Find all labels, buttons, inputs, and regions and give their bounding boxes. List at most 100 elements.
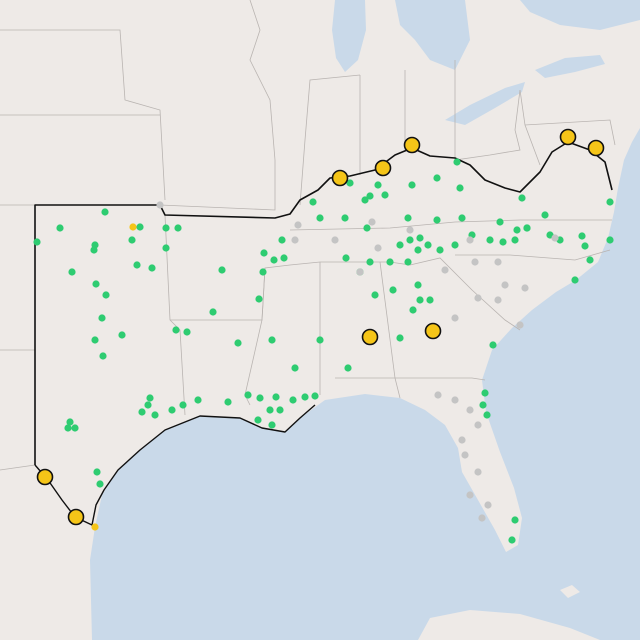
inactive-marker[interactable]	[368, 218, 376, 226]
inactive-marker[interactable]	[466, 406, 474, 414]
highlight-marker[interactable]	[361, 328, 379, 346]
station-marker[interactable]	[99, 352, 107, 360]
station-marker[interactable]	[133, 261, 141, 269]
station-marker[interactable]	[499, 238, 507, 246]
station-marker[interactable]	[234, 339, 242, 347]
station-marker[interactable]	[436, 246, 444, 254]
station-marker[interactable]	[481, 389, 489, 397]
station-marker[interactable]	[374, 181, 382, 189]
inactive-marker[interactable]	[434, 391, 442, 399]
station-marker[interactable]	[33, 238, 41, 246]
station-marker[interactable]	[451, 241, 459, 249]
station-marker[interactable]	[366, 192, 374, 200]
station-marker[interactable]	[386, 258, 394, 266]
station-marker[interactable]	[118, 331, 126, 339]
station-marker[interactable]	[606, 198, 614, 206]
station-marker[interactable]	[56, 224, 64, 232]
station-marker[interactable]	[366, 258, 374, 266]
station-marker[interactable]	[92, 280, 100, 288]
inactive-marker[interactable]	[451, 396, 459, 404]
station-marker[interactable]	[259, 268, 267, 276]
station-marker[interactable]	[209, 308, 217, 316]
station-marker[interactable]	[260, 249, 268, 257]
station-marker[interactable]	[90, 246, 98, 254]
station-marker[interactable]	[244, 391, 252, 399]
station-marker[interactable]	[342, 254, 350, 262]
station-marker[interactable]	[138, 408, 146, 416]
station-marker[interactable]	[101, 208, 109, 216]
inactive-marker[interactable]	[441, 266, 449, 274]
highlight-marker[interactable]	[374, 159, 392, 177]
station-marker[interactable]	[316, 214, 324, 222]
station-marker[interactable]	[404, 258, 412, 266]
inactive-marker[interactable]	[466, 491, 474, 499]
inactive-marker[interactable]	[484, 501, 492, 509]
station-marker[interactable]	[414, 281, 422, 289]
station-marker[interactable]	[194, 396, 202, 404]
station-marker[interactable]	[483, 411, 491, 419]
station-marker[interactable]	[311, 392, 319, 400]
highlight-marker[interactable]	[91, 523, 99, 531]
station-marker[interactable]	[363, 224, 371, 232]
inactive-marker[interactable]	[494, 258, 502, 266]
inactive-marker[interactable]	[471, 258, 479, 266]
station-marker[interactable]	[341, 214, 349, 222]
station-marker[interactable]	[426, 296, 434, 304]
station-marker[interactable]	[174, 224, 182, 232]
station-marker[interactable]	[518, 194, 526, 202]
inactive-marker[interactable]	[406, 226, 414, 234]
inactive-marker[interactable]	[461, 451, 469, 459]
highlight-marker[interactable]	[424, 322, 442, 340]
station-marker[interactable]	[456, 184, 464, 192]
inactive-marker[interactable]	[551, 234, 559, 242]
station-marker[interactable]	[289, 396, 297, 404]
station-marker[interactable]	[581, 242, 589, 250]
station-marker[interactable]	[433, 174, 441, 182]
station-marker[interactable]	[91, 336, 99, 344]
station-marker[interactable]	[280, 254, 288, 262]
station-marker[interactable]	[255, 295, 263, 303]
station-marker[interactable]	[66, 418, 74, 426]
inactive-marker[interactable]	[291, 236, 299, 244]
highlight-marker[interactable]	[67, 508, 85, 526]
station-marker[interactable]	[168, 406, 176, 414]
station-marker[interactable]	[433, 216, 441, 224]
station-marker[interactable]	[64, 424, 72, 432]
station-marker[interactable]	[511, 236, 519, 244]
station-marker[interactable]	[254, 416, 262, 424]
inactive-marker[interactable]	[458, 436, 466, 444]
station-marker[interactable]	[408, 181, 416, 189]
station-marker[interactable]	[224, 398, 232, 406]
station-marker[interactable]	[416, 234, 424, 242]
station-marker[interactable]	[102, 291, 110, 299]
inactive-marker[interactable]	[474, 421, 482, 429]
station-marker[interactable]	[96, 480, 104, 488]
station-marker[interactable]	[93, 468, 101, 476]
station-marker[interactable]	[414, 246, 422, 254]
station-marker[interactable]	[151, 411, 159, 419]
station-marker[interactable]	[98, 314, 106, 322]
station-marker[interactable]	[146, 394, 154, 402]
highlight-marker[interactable]	[331, 169, 349, 187]
station-marker[interactable]	[162, 244, 170, 252]
station-marker[interactable]	[381, 191, 389, 199]
highlight-marker[interactable]	[559, 128, 577, 146]
inactive-marker[interactable]	[516, 321, 524, 329]
station-marker[interactable]	[268, 421, 276, 429]
station-marker[interactable]	[511, 516, 519, 524]
station-marker[interactable]	[523, 224, 531, 232]
station-marker[interactable]	[291, 364, 299, 372]
inactive-marker[interactable]	[374, 244, 382, 252]
station-marker[interactable]	[586, 256, 594, 264]
inactive-marker[interactable]	[478, 514, 486, 522]
station-marker[interactable]	[272, 393, 280, 401]
station-marker[interactable]	[301, 393, 309, 401]
station-marker[interactable]	[508, 536, 516, 544]
station-marker[interactable]	[371, 291, 379, 299]
highlight-marker[interactable]	[129, 223, 137, 231]
station-marker[interactable]	[416, 296, 424, 304]
inactive-marker[interactable]	[474, 468, 482, 476]
station-marker[interactable]	[389, 286, 397, 294]
station-marker[interactable]	[578, 232, 586, 240]
station-marker[interactable]	[309, 198, 317, 206]
